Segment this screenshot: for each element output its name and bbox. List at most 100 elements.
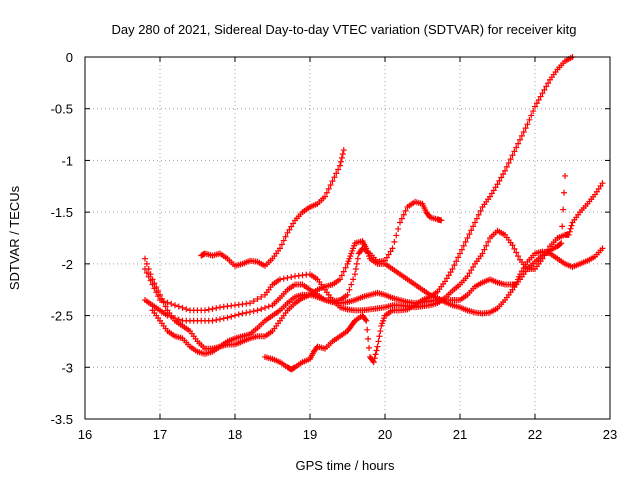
data-point <box>513 144 520 151</box>
data-point <box>539 90 546 97</box>
data-point <box>451 262 458 269</box>
data-point <box>488 190 495 197</box>
data-point <box>442 278 448 285</box>
plot-frame <box>84 56 611 420</box>
data-point <box>322 193 328 200</box>
y-tick-label: -3.5 <box>51 412 73 427</box>
data-point <box>395 225 402 232</box>
data-point <box>353 260 360 267</box>
data-point <box>158 295 165 302</box>
data-point <box>344 291 351 298</box>
data-point <box>365 335 372 342</box>
data-point <box>462 238 469 245</box>
data-point <box>327 181 334 188</box>
data-point <box>402 207 409 214</box>
data-point <box>329 178 336 185</box>
data-point <box>155 288 162 295</box>
x-tick-label: 23 <box>603 427 617 442</box>
data-point <box>383 254 390 261</box>
data-point <box>483 242 490 249</box>
data-point <box>502 167 508 174</box>
data-point <box>393 232 400 239</box>
data-point <box>524 121 531 128</box>
data-point <box>366 344 373 351</box>
data-point <box>153 284 160 291</box>
data-point <box>503 163 510 170</box>
data-point <box>376 333 383 340</box>
data-point <box>157 291 163 298</box>
data-point <box>354 255 361 262</box>
data-point <box>511 245 518 252</box>
data-point <box>466 231 473 238</box>
data-point <box>468 267 475 274</box>
data-point <box>209 305 216 312</box>
data-point <box>147 271 154 278</box>
data-point <box>460 242 467 249</box>
data-point <box>472 219 478 226</box>
data-point <box>331 174 338 181</box>
data-point <box>179 304 186 311</box>
data-point <box>518 132 525 139</box>
x-axis-label: GPS time / hours <box>296 458 395 473</box>
y-tick-label: -2 <box>61 257 73 272</box>
data-point <box>239 310 246 317</box>
data-point <box>455 254 462 261</box>
data-point <box>364 326 371 333</box>
data-point <box>522 125 529 132</box>
series-trace-6 <box>262 54 576 373</box>
y-tick-label: -1 <box>61 153 73 168</box>
data-point <box>457 250 463 257</box>
data-point <box>265 303 272 310</box>
x-tick-label: 18 <box>228 427 242 442</box>
data-point <box>473 215 480 222</box>
data-point <box>505 160 512 167</box>
data-point <box>350 276 357 283</box>
data-point <box>479 250 486 257</box>
data-point <box>280 275 287 282</box>
data-point <box>517 136 523 143</box>
data-point <box>335 166 342 173</box>
data-point <box>162 303 169 310</box>
data-point <box>172 302 178 309</box>
data-point <box>500 171 507 178</box>
x-tick-label: 17 <box>153 427 167 442</box>
x-tick-label: 22 <box>528 427 542 442</box>
data-point <box>337 276 343 283</box>
data-point <box>599 245 606 252</box>
data-point <box>526 116 533 123</box>
data-point <box>288 223 295 230</box>
data-point <box>375 338 382 345</box>
x-tick-label: 20 <box>378 427 392 442</box>
data-point <box>509 242 516 249</box>
data-point <box>235 311 242 318</box>
data-point <box>535 96 542 103</box>
data-point <box>513 249 520 256</box>
data-point <box>447 269 454 276</box>
data-point <box>532 103 538 110</box>
data-point <box>558 240 565 247</box>
data-point <box>567 225 574 232</box>
data-point <box>213 316 220 323</box>
data-point <box>468 227 475 234</box>
data-point <box>183 306 190 313</box>
data-point <box>565 231 572 238</box>
data-point <box>515 140 522 147</box>
data-point <box>557 240 564 247</box>
series-trace-4 <box>149 172 568 357</box>
data-point <box>143 260 150 267</box>
data-point <box>398 215 405 222</box>
data-point <box>280 237 287 244</box>
data-point <box>250 298 257 305</box>
chart-title: Day 280 of 2021, Sidereal Day-to-day VTE… <box>111 22 576 37</box>
y-tick-label: -2.5 <box>51 309 73 324</box>
data-point <box>470 263 477 270</box>
data-point <box>232 312 238 319</box>
data-point <box>277 245 283 252</box>
data-point <box>561 189 568 196</box>
data-point <box>258 293 265 300</box>
data-point <box>325 185 332 192</box>
data-point <box>168 300 175 307</box>
data-point <box>290 220 297 227</box>
data-point <box>209 317 216 324</box>
data-point <box>494 181 501 188</box>
